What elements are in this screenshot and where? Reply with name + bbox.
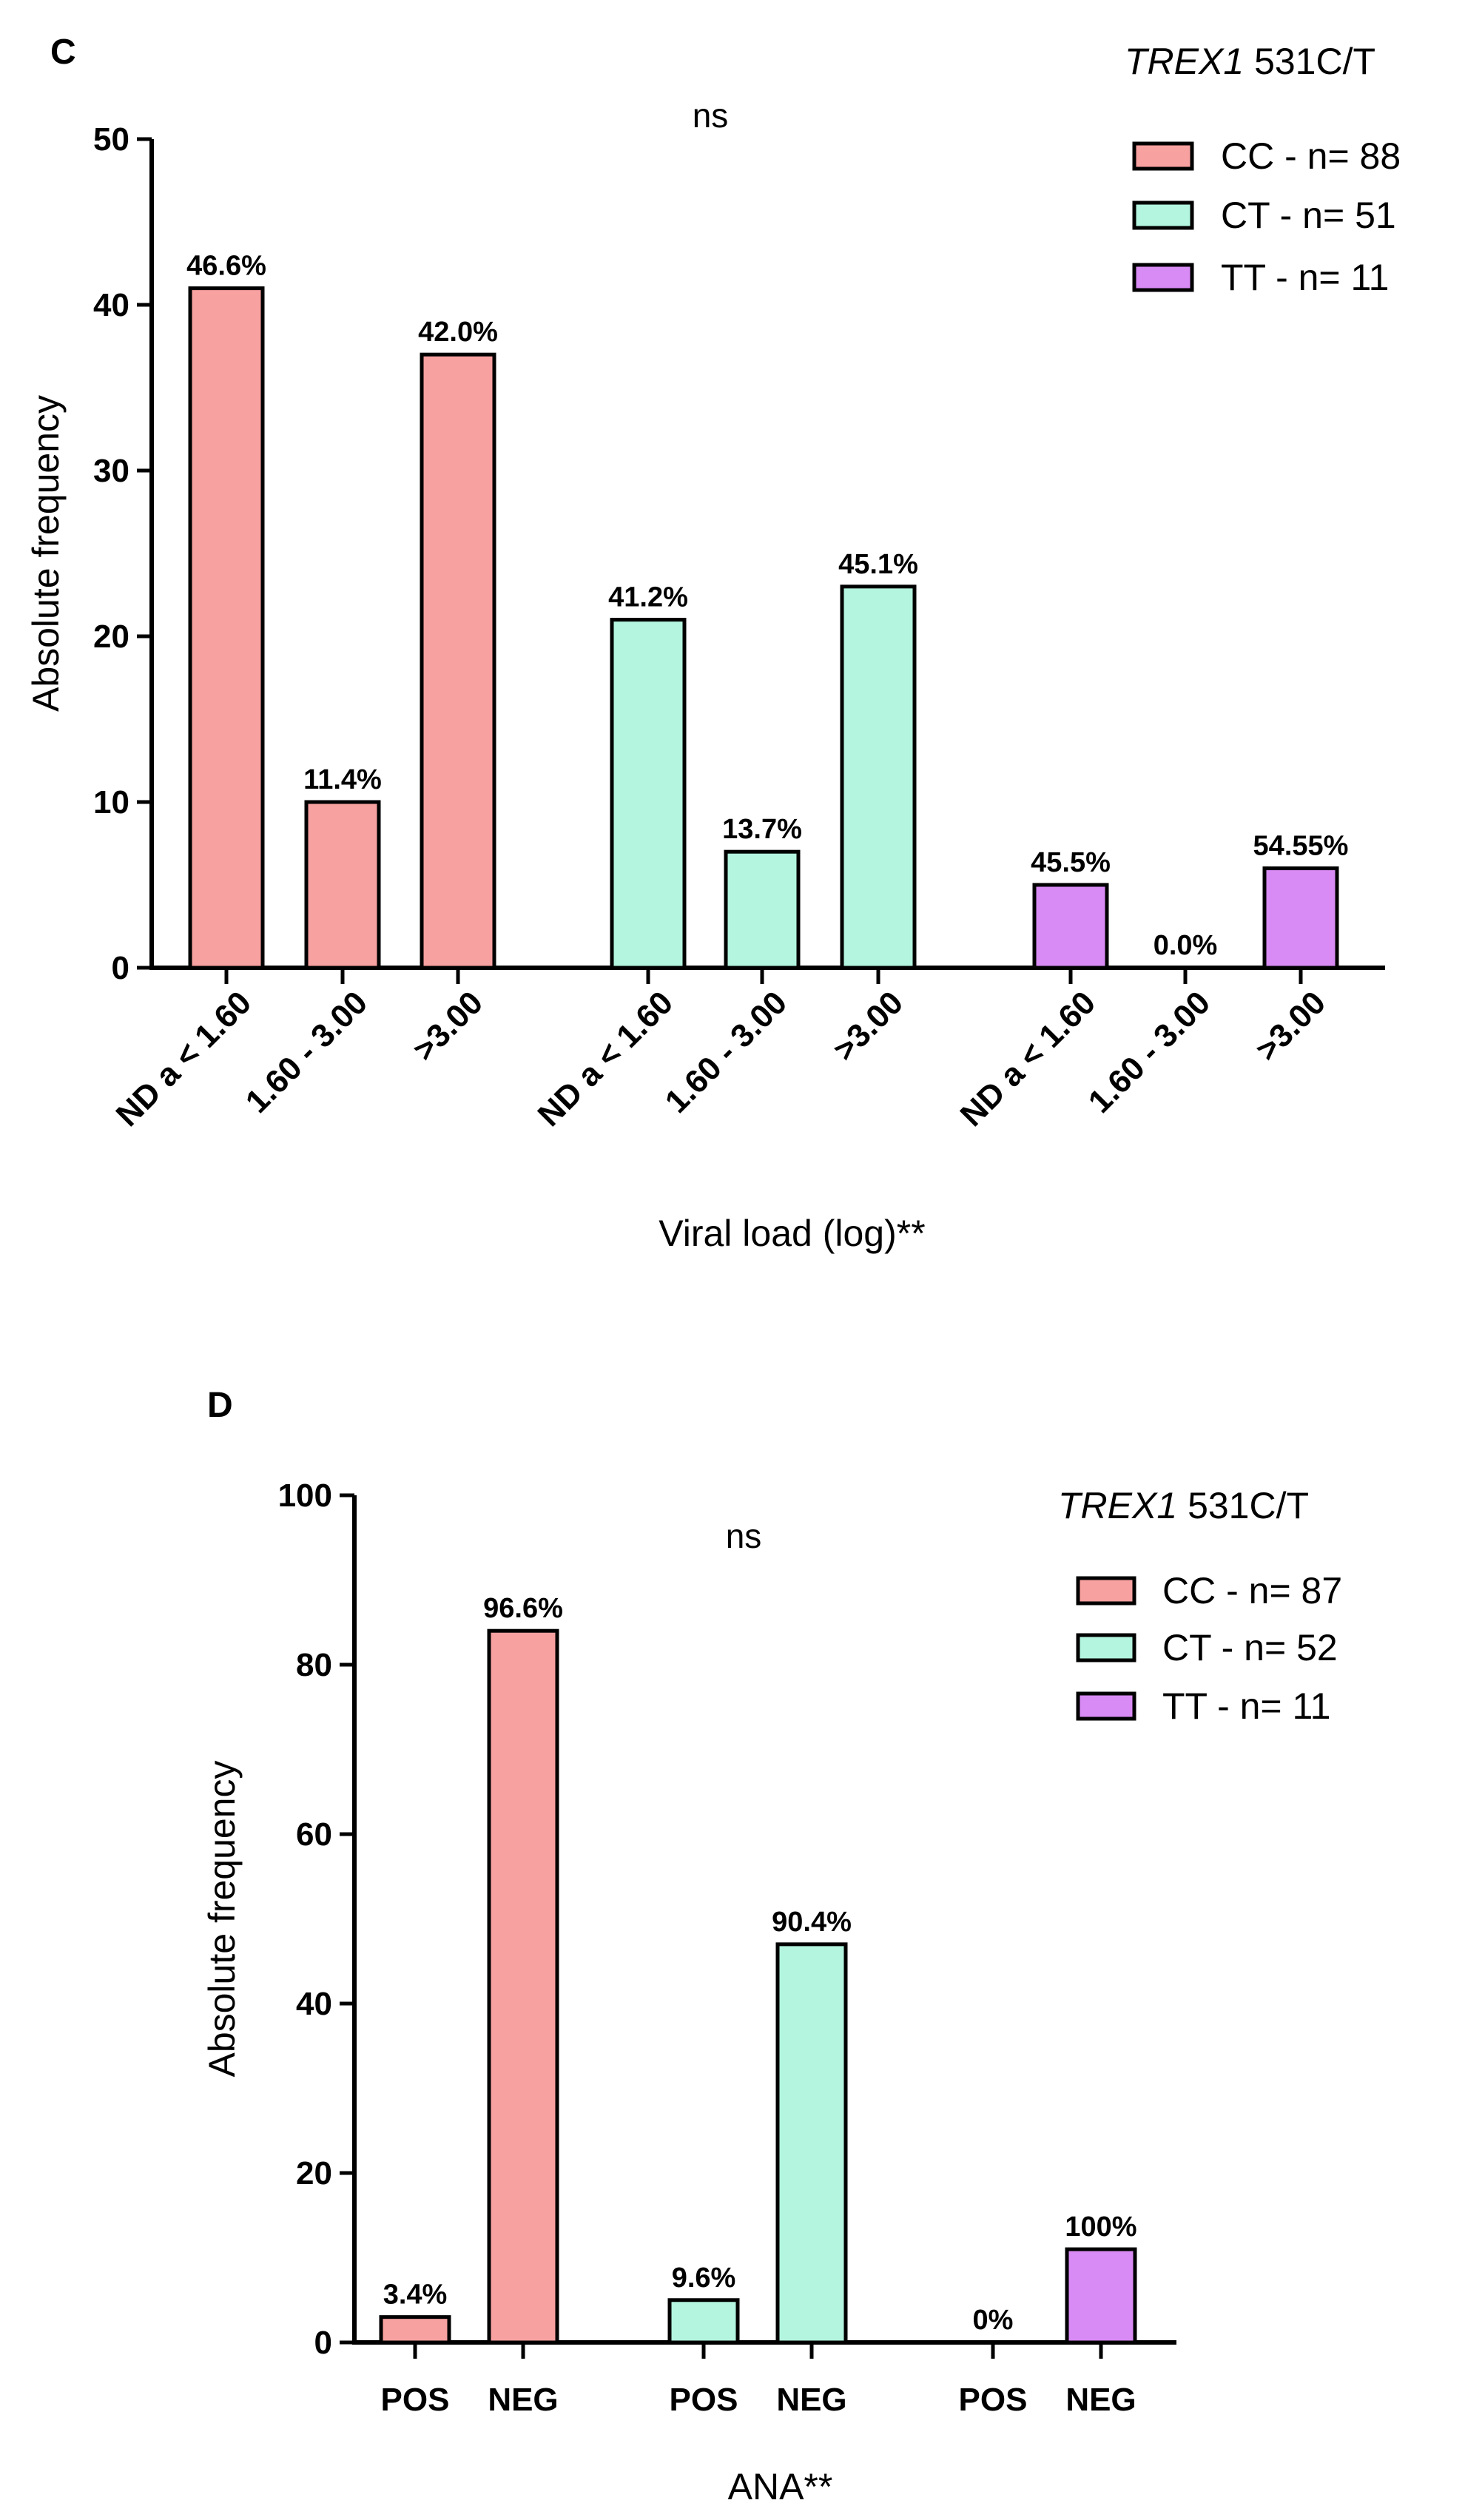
x-category-label: 1.60 - 3.00 [659,984,794,1119]
data-label: 9.6% [672,2263,736,2294]
y-tick-label: 50 [93,121,129,158]
data-label: 46.6% [186,251,266,282]
bar-tt-2 [1065,2247,1137,2345]
data-label: 41.2% [608,582,688,613]
x-category-label: POS [381,2382,450,2418]
bar-cc-2 [304,800,381,970]
bar-cc-2 [487,1628,559,2345]
panel-letter: C [50,33,76,72]
legend-swatch-tt [1076,1691,1136,1721]
bar-cc-1 [188,286,265,970]
legend-swatch-cc [1076,1576,1136,1606]
data-label: 45.5% [1031,847,1111,878]
data-label: 42.0% [418,317,498,348]
y-tick-label: 30 [93,453,129,489]
x-category-label: NEG [1065,2382,1136,2418]
y-axis-title: Absolute frequency [25,395,67,712]
data-label: 13.7% [722,814,802,845]
bar-cc-3 [420,352,496,970]
bar-ct-2 [775,1942,848,2345]
legend: TREX1 531C/T CC - n= 88 CT - n= 51 TT - n= … [1125,41,1401,298]
legend: TREX1 531C/T CC - n= 87 CT - n= 52 TT - n= … [1058,1485,1342,1727]
x-category-label: >3.00 [1249,984,1333,1068]
legend-swatch-tt [1132,263,1194,292]
legend-swatch-cc [1132,141,1194,171]
y-tick-label: 20 [93,619,129,655]
legend-title: TREX1 531C/T [1058,1485,1309,1526]
x-category-label: POS [959,2382,1028,2418]
chart-panel-c: C 0 10 20 30 40 50 Absolute frequency 46.6% ND a … [25,33,1401,1254]
legend-entry: TT - n= 11 [1162,1685,1330,1727]
bar-cc-1 [379,2315,451,2345]
bar-ct-1 [610,618,687,970]
legend-title: TREX1 531C/T [1125,41,1375,82]
data-label: 3.4% [383,2280,448,2311]
y-tick-label: 20 [296,2155,332,2191]
data-label: 100% [1065,2211,1136,2243]
data-label: 54.55% [1253,831,1349,862]
significance-label: ns [693,96,729,135]
x-category-label: NEG [488,2382,558,2418]
significance-label: ns [726,1517,762,1555]
y-tick-label: 60 [296,1816,332,1853]
x-category-label: >3.00 [406,984,490,1068]
panel-letter: D [207,1386,233,1425]
data-label: 0% [973,2305,1014,2336]
legend-entry: TT - n= 11 [1221,257,1389,298]
x-category-label: NEG [776,2382,846,2418]
y-tick-label: 40 [296,1986,332,2022]
legend-entry: CC - n= 87 [1162,1570,1342,1611]
bar-ct-1 [667,2298,740,2345]
bar-ct-3 [840,584,917,970]
y-tick-label: 0 [314,2325,332,2361]
y-tick-label: 40 [93,287,129,323]
x-category-label: >3.00 [826,984,910,1068]
legend-entry: CT - n= 52 [1162,1627,1338,1668]
x-axis-title: ANA** [728,2466,833,2507]
legend-entry: CT - n= 51 [1221,195,1396,236]
y-tick-label: 10 [93,784,129,821]
data-label: 0.0% [1154,930,1218,961]
bar-tt-3 [1262,866,1339,970]
y-tick-label: 80 [296,1647,332,1683]
y-tick-label: 100 [278,1478,332,1514]
y-tick-label: 0 [112,950,129,986]
y-axis-title: Absolute frequency [201,1760,243,2077]
data-label: 90.4% [772,1907,852,1938]
data-label: 45.1% [838,549,918,580]
x-category-label: POS [670,2382,738,2418]
x-axis-title: Viral load (log)** [659,1213,925,1254]
chart-panel-d: D 0 20 40 60 80 100 Absolute frequency 3.4% POS 96… [201,1386,1342,2507]
x-category-label: ND a < 1.60 [110,984,259,1133]
x-category-label: ND a < 1.60 [954,984,1103,1133]
x-category-label: 1.60 - 3.00 [239,984,374,1119]
data-label: 96.6% [483,1593,563,1624]
bar-ct-2 [724,849,801,970]
x-category-label: 1.60 - 3.00 [1082,984,1217,1119]
bar-tt-1 [1032,883,1109,970]
data-label: 11.4% [303,764,382,795]
x-category-label: ND a < 1.60 [531,984,681,1133]
legend-entry: CC - n= 88 [1221,135,1401,177]
legend-swatch-ct [1076,1633,1136,1662]
legend-swatch-ct [1132,201,1194,230]
